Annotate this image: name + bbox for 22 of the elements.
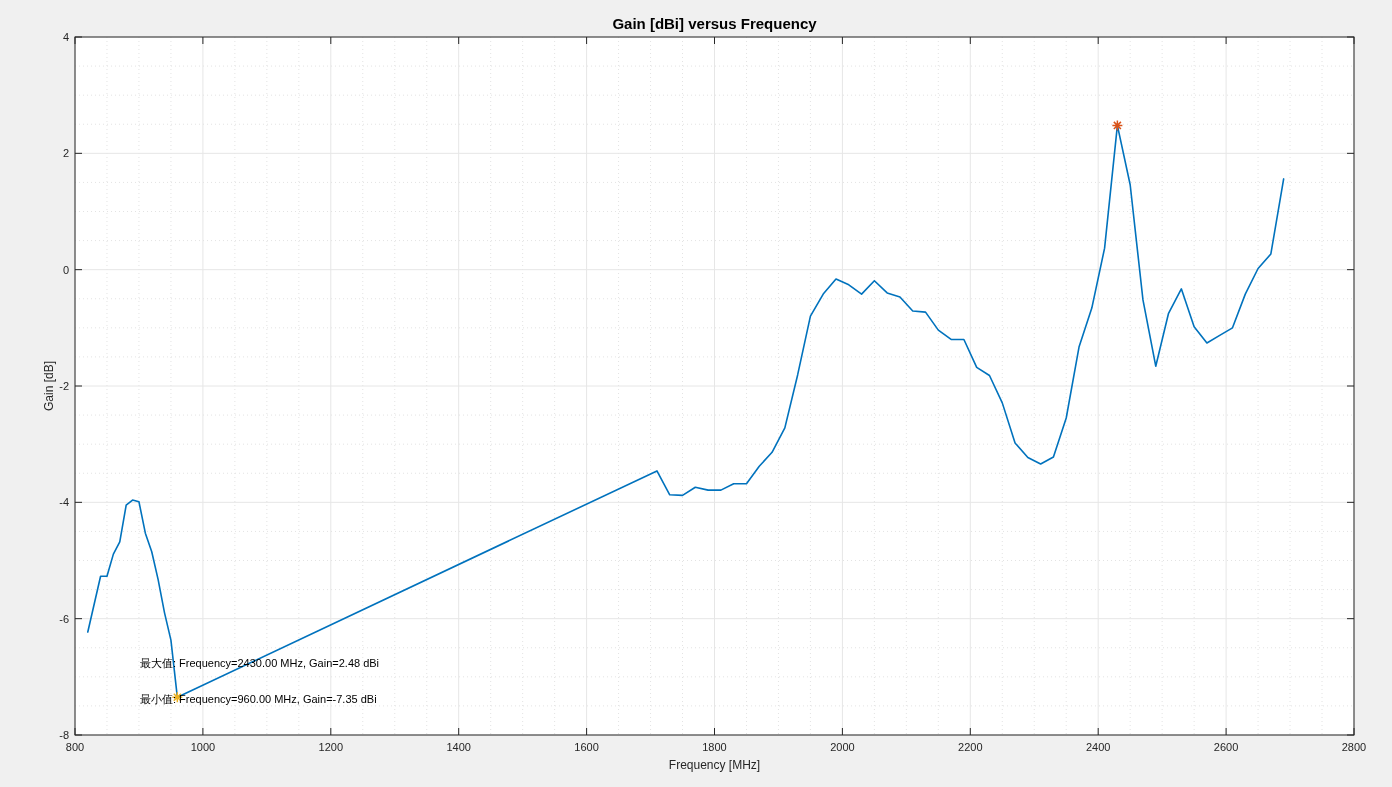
y-tick-label: 2 [62,147,69,160]
x-tick-label: 1400 [446,741,471,753]
y-tick-label: 0 [62,263,69,276]
x-axis-title: Frequency [MHz] [668,758,761,772]
x-tick-label: 1200 [318,741,344,753]
x-tick-label: 2000 [830,741,855,753]
x-tick-label: 2800 [1341,741,1367,753]
annotation: 最小值: Frequency=960.00 MHz, Gain=-7.35 dBi [140,693,377,705]
x-tick-label: 800 [65,741,85,753]
y-tick-label: -6 [59,612,69,625]
x-tick-label: 2400 [1085,741,1111,753]
y-tick-label: 4 [62,31,69,43]
y-tick-label: -8 [59,729,69,741]
x-tick-label: 2600 [1213,741,1239,753]
x-tick-label: 1000 [190,741,216,753]
x-tick-label: 1600 [574,741,599,753]
chart-title: Gain [dBi] versus Frequency [612,15,818,32]
y-tick-label: -2 [59,380,69,392]
x-tick-label: 1800 [702,741,727,753]
x-tick-label: 2200 [958,741,983,753]
y-axis-title: Gain [dB] [42,360,56,412]
y-tick-label: -4 [59,496,69,509]
